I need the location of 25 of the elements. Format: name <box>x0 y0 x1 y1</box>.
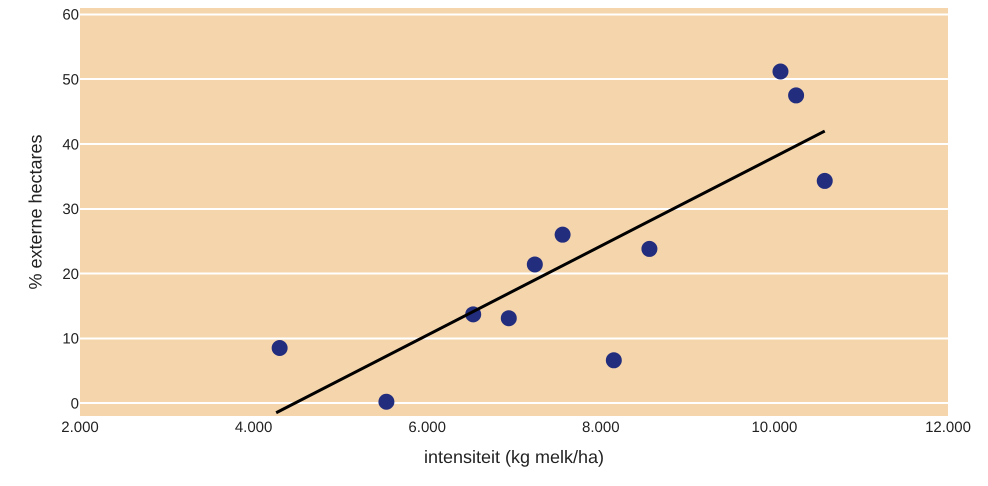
point <box>500 310 517 326</box>
x-tick-label: 12.000 <box>925 419 971 436</box>
y-axis-title: % externe hectares <box>26 134 46 290</box>
x-tick-label: 10.000 <box>751 419 798 436</box>
y-tick-label: 0 <box>70 395 79 412</box>
point <box>816 172 833 189</box>
y-tick-label: 60 <box>62 6 79 24</box>
y-tick-label: 30 <box>62 201 79 218</box>
x-tick-label: 2.000 <box>61 419 99 436</box>
y-tick-label: 40 <box>62 136 79 154</box>
point <box>606 352 622 368</box>
point <box>554 226 571 243</box>
point <box>772 63 788 80</box>
x-tick-label: 6.000 <box>408 419 446 436</box>
point <box>272 340 288 356</box>
y-tick-label: 20 <box>62 266 79 283</box>
point <box>788 87 804 104</box>
x-axis-title: intensiteit (kg melk/ha) <box>424 447 604 468</box>
x-tick-label: 8.000 <box>582 419 620 436</box>
point <box>641 240 658 257</box>
y-tick-label: 50 <box>62 71 79 88</box>
x-tick-label: 4.000 <box>234 419 272 436</box>
point <box>378 394 394 410</box>
y-tick-label: 10 <box>62 330 79 348</box>
point <box>526 256 543 272</box>
